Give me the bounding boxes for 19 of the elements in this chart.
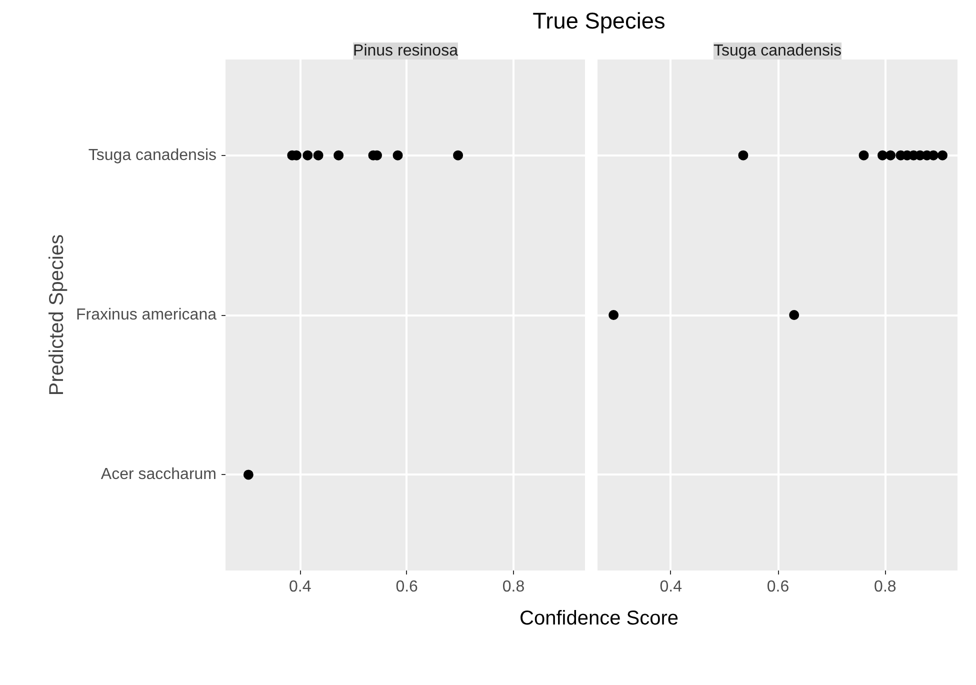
x-tick-label: 0.4 <box>660 578 682 596</box>
x-tick-label: 0.8 <box>874 578 896 596</box>
chart-title: Pinus resinosa <box>353 42 458 60</box>
point <box>738 150 748 160</box>
point <box>938 150 948 160</box>
y-tick-label: Tsuga canadensis <box>88 146 217 164</box>
x-tick-label: 0.6 <box>396 578 418 596</box>
y-axis-title: Predicted Species <box>46 234 68 396</box>
y-tick-label: Acer saccharum <box>100 466 216 484</box>
x-axis-title: Confidence Score <box>520 608 678 630</box>
chart-title: Tsuga canadensis <box>713 42 842 60</box>
point <box>858 150 869 160</box>
x-tick-label: 0.4 <box>289 578 312 596</box>
x-tick-label: 0.8 <box>502 578 525 596</box>
y-tick-label: Fraxinus americana <box>76 306 217 324</box>
point <box>878 150 888 160</box>
point <box>886 150 896 160</box>
x-tick-label: 0.6 <box>766 578 790 596</box>
text: True Species <box>532 8 666 34</box>
